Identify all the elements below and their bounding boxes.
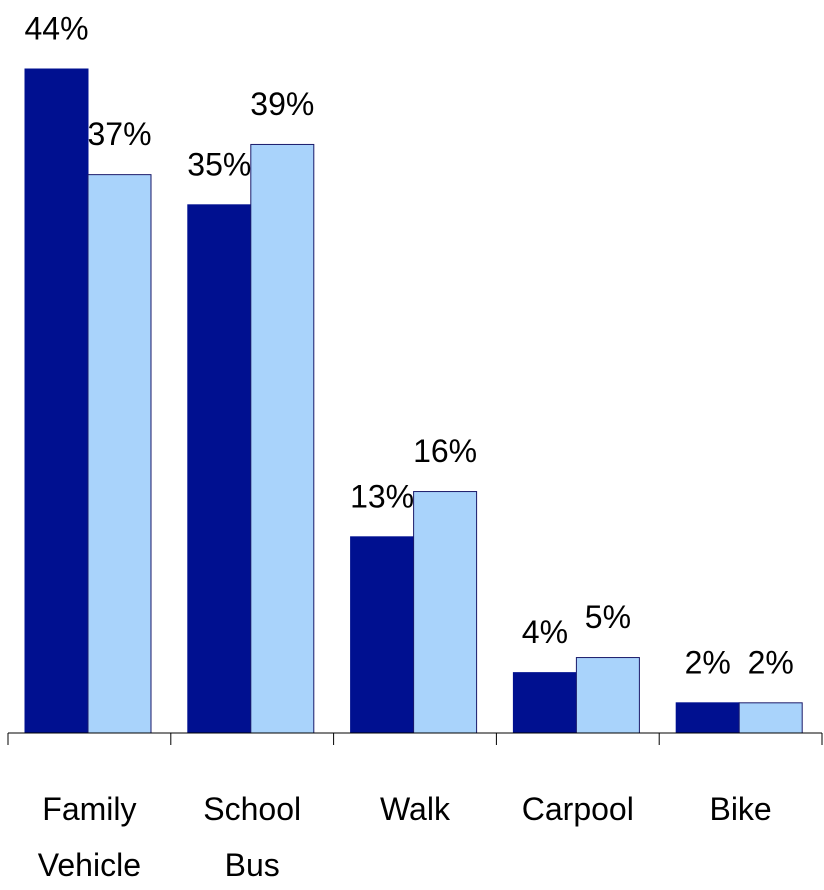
bar [413,491,478,734]
x-tick-label: Bike [709,791,771,827]
x-tick-label-line: Bus [225,847,280,883]
x-tick-label: School Bus [203,791,301,883]
value-label: 16% [413,433,477,469]
value-label: 2% [685,644,731,680]
value-label: 37% [87,116,151,152]
x-tick-label: Walk [380,791,451,827]
value-label: 2% [748,644,794,680]
x-tick-label-line: Vehicle [38,847,141,883]
value-label: 4% [522,614,568,650]
value-label: 13% [350,478,414,514]
value-label: 44% [24,10,88,46]
bar [575,657,640,734]
x-tick-label: Carpool [522,791,634,827]
x-tick-label-line: Carpool [522,791,634,827]
bar [187,204,252,734]
x-tick-label-line: Family [42,791,136,827]
bar [24,68,89,734]
x-tick-label-line: School [203,791,301,827]
value-label: 5% [585,599,631,635]
bar [350,536,415,734]
x-tick-label-line: Walk [380,791,451,827]
x-tick-label-line: Bike [709,791,771,827]
x-tick-label: Family Vehicle [38,791,141,883]
value-label: 35% [187,146,251,182]
value-label: 39% [250,86,314,122]
bar [87,174,152,734]
bar [512,672,577,734]
bar [738,702,803,734]
bar [250,143,315,734]
bar [675,702,740,734]
